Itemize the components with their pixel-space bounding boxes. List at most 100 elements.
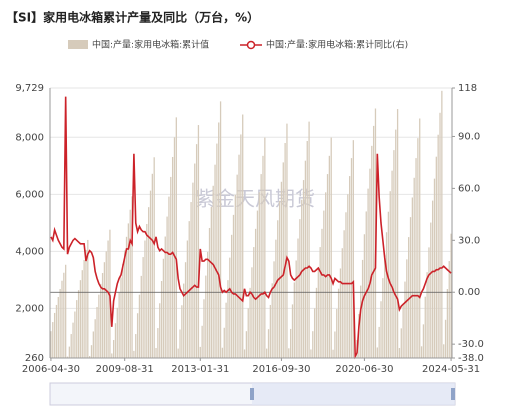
bar — [184, 262, 187, 358]
bar — [376, 347, 378, 358]
bar — [430, 222, 432, 358]
bar — [122, 263, 124, 358]
bar — [166, 216, 168, 358]
bar — [393, 150, 395, 358]
bar — [219, 101, 222, 359]
bar — [402, 303, 404, 358]
bar — [190, 202, 192, 358]
bar — [162, 258, 165, 358]
bar — [290, 328, 292, 358]
bar — [350, 158, 353, 358]
bar — [247, 308, 249, 358]
bar — [336, 308, 338, 358]
bar — [79, 280, 82, 358]
bar — [74, 311, 76, 358]
bar — [411, 197, 413, 358]
bar — [164, 236, 166, 358]
bar — [151, 173, 153, 358]
bar — [232, 214, 235, 358]
bar — [260, 174, 262, 358]
bar — [313, 308, 316, 358]
bar — [131, 196, 133, 358]
bar — [90, 345, 93, 358]
bar — [310, 349, 312, 358]
bar — [319, 247, 321, 358]
bar — [173, 137, 176, 358]
bar — [160, 281, 163, 358]
bar — [306, 141, 308, 358]
bar — [367, 188, 369, 358]
x-tick-label: 2013-01-31 — [171, 364, 229, 375]
bar — [413, 177, 415, 358]
bar — [144, 240, 146, 358]
bar — [365, 211, 367, 358]
bar — [371, 145, 373, 358]
y-tick-label: 2,000 — [15, 303, 44, 314]
bar — [149, 190, 152, 358]
bar — [234, 194, 236, 358]
bar — [83, 259, 85, 358]
bar — [256, 210, 259, 358]
bar — [343, 230, 345, 358]
bar — [111, 353, 113, 358]
legend-label: 中国:产量:家用电冰箱:累计值 — [92, 39, 209, 51]
bar — [404, 281, 406, 358]
y2-tick-label: -38.0 — [458, 353, 484, 364]
navigator-window[interactable] — [252, 383, 455, 405]
bar — [81, 270, 83, 358]
bar — [85, 249, 87, 358]
bar — [273, 261, 275, 358]
navigator-handle[interactable] — [250, 388, 254, 400]
bar — [87, 239, 89, 358]
bar — [100, 283, 102, 358]
navigator — [49, 382, 456, 406]
bar — [295, 260, 297, 358]
bar — [253, 247, 255, 358]
bar — [197, 125, 200, 358]
bar — [280, 181, 283, 358]
bar — [72, 322, 74, 358]
navigator-handle[interactable] — [451, 388, 455, 400]
bar — [194, 163, 196, 358]
bar — [66, 356, 69, 358]
bar — [297, 238, 299, 358]
bar — [142, 257, 144, 358]
bar — [396, 109, 399, 358]
bar — [258, 192, 260, 358]
bar — [159, 303, 161, 358]
bar — [225, 302, 227, 358]
bar — [341, 248, 343, 358]
bar — [433, 178, 436, 358]
bar — [385, 232, 388, 358]
bar — [96, 306, 98, 358]
bar — [352, 140, 354, 358]
legend-label: 中国:产量:家用电冰箱:累计同比(右) — [266, 39, 408, 51]
bar — [53, 312, 56, 358]
bar — [334, 331, 336, 358]
bar — [417, 138, 419, 358]
bar — [103, 262, 106, 358]
bar — [328, 155, 331, 358]
bar — [140, 275, 142, 358]
y2-tick-label: 118 — [458, 83, 477, 94]
bar — [448, 261, 450, 358]
bar — [288, 348, 290, 358]
bar — [391, 170, 393, 358]
y2-tick-label: 0.00 — [458, 287, 480, 298]
bar — [422, 324, 425, 358]
bar — [230, 234, 233, 358]
bar — [384, 255, 386, 358]
x-tick-label: 2024-05-31 — [422, 364, 480, 375]
bar — [400, 328, 402, 358]
bar — [293, 282, 295, 358]
bar — [450, 233, 452, 358]
bar — [208, 227, 211, 358]
bar — [118, 292, 120, 358]
bar — [199, 346, 201, 358]
bar — [105, 251, 107, 358]
line-series — [50, 96, 452, 360]
bar — [446, 288, 449, 358]
bar — [168, 196, 170, 358]
bar — [389, 191, 391, 358]
bar — [360, 285, 362, 358]
